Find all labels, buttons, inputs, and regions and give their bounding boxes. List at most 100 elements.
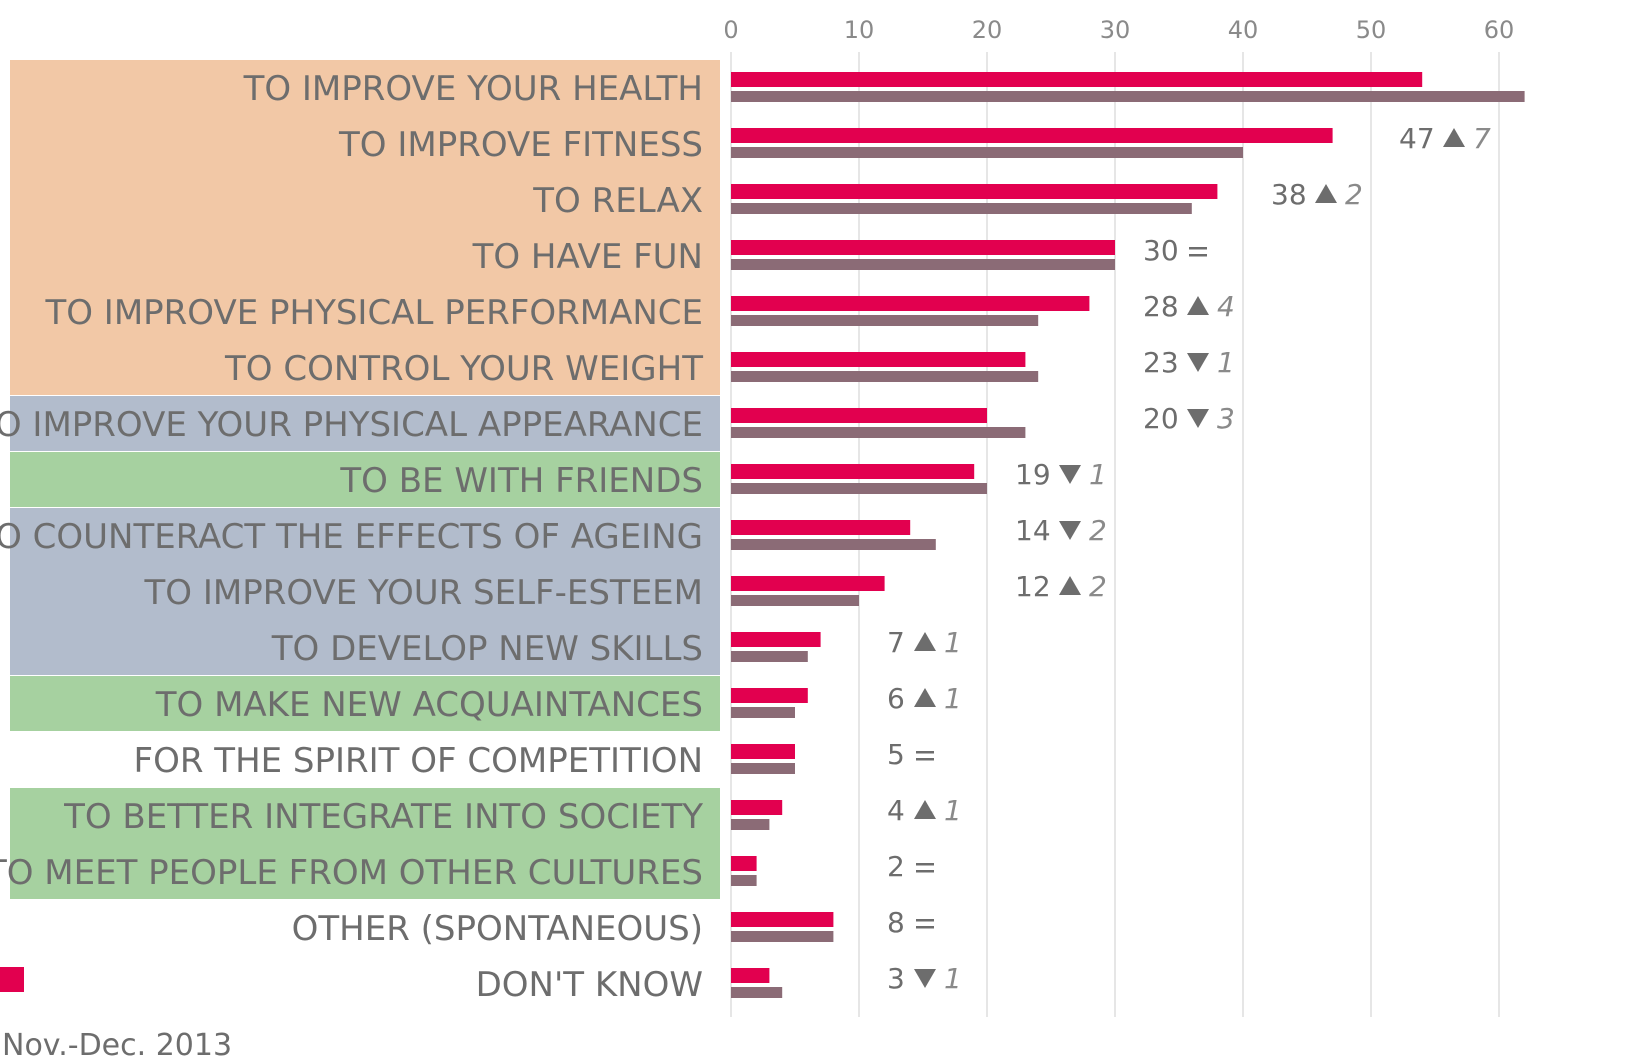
value-label: 47 <box>1399 122 1435 155</box>
bar-previous <box>731 539 936 550</box>
bar-current <box>731 968 770 983</box>
x-tick-label: 50 <box>1356 16 1387 44</box>
bar-previous <box>731 91 1525 102</box>
category-group-band <box>10 788 720 899</box>
change-down-icon <box>1059 465 1081 484</box>
bar-previous <box>731 651 808 662</box>
value-label: 14 <box>1015 514 1051 547</box>
category-label: DON'T KNOW <box>476 965 703 1005</box>
bar-current <box>731 744 795 759</box>
category-label: TO IMPROVE YOUR PHYSICAL APPEARANCE <box>0 405 703 445</box>
x-tick-label: 10 <box>844 16 875 44</box>
category-label: TO IMPROVE YOUR SELF-ESTEEM <box>144 573 704 613</box>
bar-previous <box>731 259 1115 270</box>
change-value-label: 1 <box>1089 458 1107 491</box>
category-group-bands <box>10 60 720 899</box>
value-label: 19 <box>1015 458 1051 491</box>
change-up-icon <box>914 800 936 819</box>
bar-previous <box>731 595 859 606</box>
change-down-icon <box>1059 521 1081 540</box>
value-labels: 5484773823028423120319114212271615412831 <box>887 122 1491 995</box>
no-change-icon <box>1189 247 1207 250</box>
change-up-icon <box>1187 296 1209 315</box>
no-change-icon <box>1189 254 1207 257</box>
bar-previous <box>731 147 1243 158</box>
change-value-label: 2 <box>1345 178 1363 211</box>
no-change-icon <box>916 870 934 873</box>
bar-previous <box>731 371 1039 382</box>
bar-current <box>731 184 1218 199</box>
category-group-band <box>10 452 720 507</box>
value-label: 2 <box>887 850 905 883</box>
bar-current <box>731 576 885 591</box>
change-up-icon <box>1443 128 1465 147</box>
change-value-label: 1 <box>944 626 962 659</box>
value-label: 7 <box>887 626 905 659</box>
bar-current <box>731 296 1090 311</box>
x-tick-label: 30 <box>1100 16 1131 44</box>
value-label: 5 <box>887 738 905 771</box>
bar-current <box>731 72 1423 87</box>
value-label: 4 <box>887 794 905 827</box>
bar-current <box>731 800 783 815</box>
no-change-icon <box>916 758 934 761</box>
change-value-label: 7 <box>1473 122 1491 155</box>
category-label: OTHER (SPONTANEOUS) <box>292 909 703 949</box>
bar-previous <box>731 987 783 998</box>
no-change-icon <box>916 751 934 754</box>
value-label: 20 <box>1143 402 1179 435</box>
category-labels: TO IMPROVE YOUR HEALTH TO IMPROVE FITNESS… <box>0 69 703 1005</box>
category-label: TO COUNTERACT THE EFFECTS OF AGEING <box>0 517 703 557</box>
change-value-label: 2 <box>1089 570 1107 603</box>
category-label: TO MAKE NEW ACQUAINTANCES <box>155 685 703 725</box>
bar-current <box>731 688 808 703</box>
category-label: TO IMPROVE FITNESS <box>338 125 703 165</box>
change-up-icon <box>914 632 936 651</box>
bar-current <box>731 408 987 423</box>
category-label: TO RELAX <box>532 181 703 221</box>
value-label: 12 <box>1015 570 1051 603</box>
no-change-icon <box>916 919 934 922</box>
x-tick-label: 60 <box>1484 16 1515 44</box>
x-tick-label: 20 <box>972 16 1003 44</box>
change-down-icon <box>1187 409 1209 428</box>
category-group-band <box>10 60 720 395</box>
bar-current <box>731 352 1026 367</box>
value-label: 3 <box>887 962 905 995</box>
change-value-label: 1 <box>1217 346 1235 379</box>
category-label: TO MEET PEOPLE FROM OTHER CULTURES <box>0 853 703 893</box>
x-tick-label: 0 <box>723 16 738 44</box>
bar-previous <box>731 427 1026 438</box>
change-down-icon <box>914 969 936 988</box>
bar-previous <box>731 315 1039 326</box>
bar-current <box>731 128 1333 143</box>
change-value-label: 1 <box>944 962 962 995</box>
value-label: 38 <box>1271 178 1307 211</box>
category-label: FOR THE SPIRIT OF COMPETITION <box>134 741 703 781</box>
category-label: TO HAVE FUN <box>472 237 703 277</box>
bar-previous <box>731 763 795 774</box>
bar-previous <box>731 483 987 494</box>
value-label: 8 <box>887 906 905 939</box>
category-label: TO IMPROVE YOUR HEALTH <box>243 69 703 109</box>
category-label: TO BE WITH FRIENDS <box>339 461 703 501</box>
bar-previous <box>731 203 1192 214</box>
change-value-label: 3 <box>1217 402 1235 435</box>
bar-previous <box>731 931 834 942</box>
bar-previous <box>731 707 795 718</box>
category-group-band <box>10 396 720 451</box>
bar-current <box>731 520 911 535</box>
bar-current <box>731 464 975 479</box>
legend-swatch <box>0 967 24 992</box>
legend-label: Nov.-Dec. 2013 <box>2 1028 232 1060</box>
bar-previous <box>731 875 757 886</box>
x-axis-ticks: 0 10 20 30 40 50 60 <box>723 16 1514 44</box>
category-group-band <box>10 676 720 731</box>
change-down-icon <box>1187 353 1209 372</box>
category-group-band <box>10 508 720 675</box>
value-label: 23 <box>1143 346 1179 379</box>
value-label: 6 <box>887 682 905 715</box>
bar-current <box>731 632 821 647</box>
value-label: 28 <box>1143 290 1179 323</box>
